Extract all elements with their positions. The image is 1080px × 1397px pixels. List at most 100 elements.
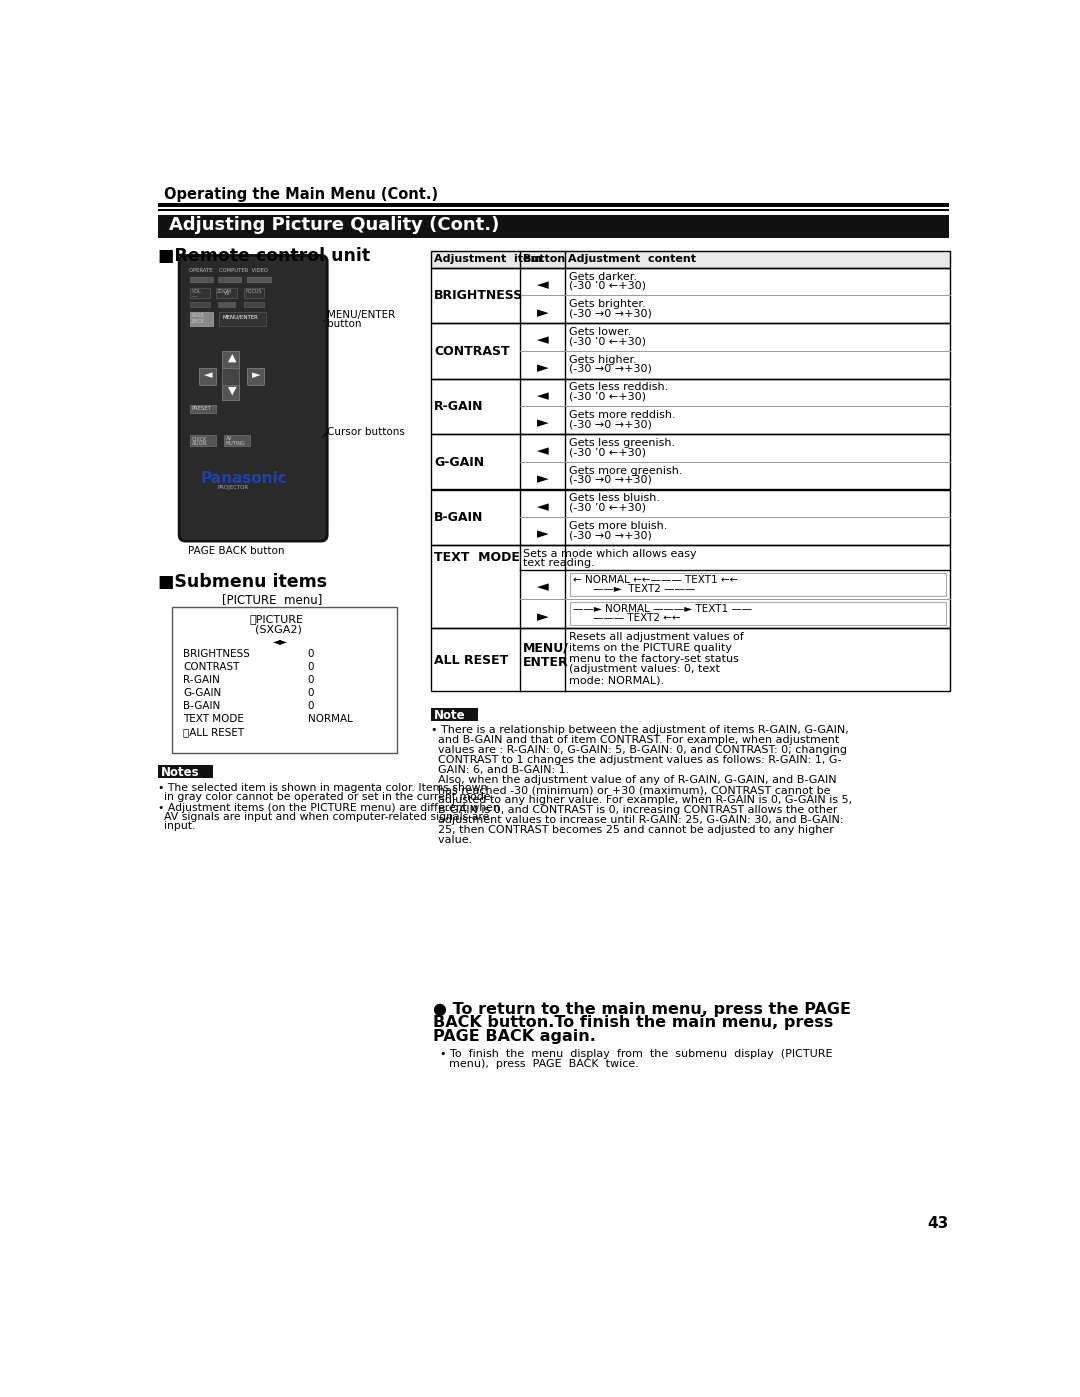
Text: GAIN: 6, and B-GAIN: 1.: GAIN: 6, and B-GAIN: 1.: [431, 766, 569, 775]
Text: Button: Button: [524, 254, 566, 264]
Text: ALIGN.: ALIGN.: [191, 441, 208, 446]
Text: VOL: VOL: [191, 289, 201, 295]
Text: Gets more bluish.: Gets more bluish.: [569, 521, 667, 531]
Text: Gets less reddish.: Gets less reddish.: [569, 383, 669, 393]
Bar: [244, 302, 265, 307]
Text: ◄►: ◄►: [273, 636, 288, 645]
Text: BACK: BACK: [191, 319, 205, 324]
Bar: [159, 210, 948, 211]
Text: PRESET: PRESET: [191, 405, 212, 411]
Text: ALL RESET: ALL RESET: [434, 654, 509, 666]
Text: Panasonic: Panasonic: [201, 471, 287, 486]
Text: 43: 43: [927, 1217, 948, 1231]
Bar: [431, 251, 950, 268]
Text: ◄: ◄: [537, 499, 549, 514]
Text: 0: 0: [308, 648, 314, 659]
Text: Gets more reddish.: Gets more reddish.: [569, 411, 676, 420]
Text: BACK button.To finish the main menu, press: BACK button.To finish the main menu, pre…: [433, 1016, 834, 1031]
Bar: [570, 602, 946, 624]
Text: (-30 →0 →+30): (-30 →0 →+30): [569, 475, 652, 485]
Text: —: —: [191, 293, 197, 299]
Text: Gets more greenish.: Gets more greenish.: [569, 465, 683, 475]
Text: ▲: ▲: [228, 353, 237, 363]
Text: text reading.: text reading.: [524, 557, 595, 569]
Text: R-GAIN: R-GAIN: [434, 400, 484, 414]
Text: button: button: [327, 320, 362, 330]
Text: Gets lower.: Gets lower.: [569, 327, 631, 337]
Text: ——►  TEXT2 ———: ——► TEXT2 ———: [593, 584, 696, 594]
Text: AV: AV: [226, 436, 232, 441]
Bar: [159, 215, 948, 239]
Text: Gets darker.: Gets darker.: [569, 271, 637, 282]
Text: menu to the factory-set status: menu to the factory-set status: [569, 654, 739, 664]
Text: (-30 ’0 ←+30): (-30 ’0 ←+30): [569, 337, 646, 346]
Text: BRIGHTNESS: BRIGHTNESS: [183, 648, 249, 659]
Text: (-30 ’0 ←+30): (-30 ’0 ←+30): [569, 447, 646, 457]
Bar: [190, 405, 216, 412]
Bar: [431, 489, 950, 545]
Text: B-GAIN: B-GAIN: [183, 701, 220, 711]
Text: TEXT MODE: TEXT MODE: [183, 714, 244, 724]
Text: ZOOM: ZOOM: [217, 289, 232, 295]
Bar: [221, 367, 239, 384]
Text: (-30 →0 →+30): (-30 →0 →+30): [569, 531, 652, 541]
Bar: [431, 708, 477, 721]
Text: • There is a relationship between the adjustment of items R-GAIN, G-GAIN,: • There is a relationship between the ad…: [431, 725, 849, 735]
Text: adjustment values to increase until R-GAIN: 25, G-GAIN: 30, and B-GAIN:: adjustment values to increase until R-GA…: [431, 816, 843, 826]
Bar: [431, 629, 950, 692]
Text: ■Submenu items: ■Submenu items: [159, 573, 327, 591]
Bar: [190, 313, 213, 327]
Text: ►: ►: [252, 370, 260, 380]
Bar: [216, 288, 237, 298]
Text: mode: NORMAL).: mode: NORMAL).: [569, 675, 664, 685]
Text: OPERATE    COMPUTER  VIDEO: OPERATE COMPUTER VIDEO: [189, 268, 268, 272]
Text: [PICTURE  menu]: [PICTURE menu]: [221, 592, 322, 606]
Bar: [431, 545, 950, 629]
Text: ——— TEXT2 ←←: ——— TEXT2 ←←: [593, 613, 680, 623]
Text: ▼: ▼: [228, 386, 237, 395]
Text: B-GAIN: B-GAIN: [434, 511, 484, 524]
Text: Operating the Main Menu (Cont.): Operating the Main Menu (Cont.): [164, 187, 438, 203]
Bar: [244, 288, 265, 298]
Text: TEXT  MODE: TEXT MODE: [434, 550, 521, 564]
Text: Gets less greenish.: Gets less greenish.: [569, 437, 675, 448]
Text: BRIGHTNESS: BRIGHTNESS: [434, 289, 524, 302]
Text: FOCUS: FOCUS: [245, 289, 261, 295]
Text: (-30 →0 →+30): (-30 →0 →+30): [569, 365, 652, 374]
Text: MENU/: MENU/: [524, 643, 569, 655]
Text: MENU/ENTER: MENU/ENTER: [327, 310, 395, 320]
Text: Notes: Notes: [161, 766, 200, 780]
Text: Resets all adjustment values of: Resets all adjustment values of: [569, 631, 744, 643]
Text: ◄: ◄: [537, 277, 549, 292]
Text: QUICK: QUICK: [191, 436, 207, 441]
Text: PROJECTOR: PROJECTOR: [218, 485, 249, 490]
Bar: [219, 313, 266, 327]
Text: W: W: [225, 291, 230, 296]
Text: (adjustment values: 0, text: (adjustment values: 0, text: [569, 665, 720, 675]
Text: (-30 ’0 ←+30): (-30 ’0 ←+30): [569, 281, 646, 291]
Bar: [247, 277, 271, 282]
Text: B-GAIN is 0, and CONTRAST is 0, increasing CONTRAST allows the other: B-GAIN is 0, and CONTRAST is 0, increasi…: [431, 805, 838, 816]
Text: ►: ►: [537, 527, 549, 542]
Text: (-30 ’0 ←+30): (-30 ’0 ←+30): [569, 391, 646, 402]
Text: PAGE: PAGE: [191, 313, 204, 319]
Bar: [221, 383, 239, 400]
Text: ►: ►: [537, 471, 549, 486]
Text: value.: value.: [431, 835, 472, 845]
Text: Gets higher.: Gets higher.: [569, 355, 637, 365]
Text: input.: input.: [164, 821, 195, 831]
Text: CONTRAST: CONTRAST: [434, 345, 510, 358]
Bar: [247, 367, 265, 384]
Text: (-30 →0 →+30): (-30 →0 →+30): [569, 419, 652, 429]
Text: in gray color cannot be operated or set in the current mode.: in gray color cannot be operated or set …: [164, 792, 495, 802]
Text: Note: Note: [434, 708, 465, 722]
Text: (SXGA2): (SXGA2): [255, 624, 302, 634]
Bar: [431, 268, 950, 323]
Text: MUTING: MUTING: [226, 441, 245, 446]
Text: • To  finish  the  menu  display  from  the  submenu  display  (PICTURE: • To finish the menu display from the su…: [440, 1049, 832, 1059]
Bar: [431, 379, 950, 434]
Bar: [431, 323, 950, 379]
Text: • The selected item is shown in magenta color. Items shown: • The selected item is shown in magenta …: [159, 782, 488, 793]
Text: CONTRAST to 1 changes the adjustment values as follows: R-GAIN: 1, G-: CONTRAST to 1 changes the adjustment val…: [431, 756, 841, 766]
Text: G-GAIN: G-GAIN: [183, 689, 221, 698]
